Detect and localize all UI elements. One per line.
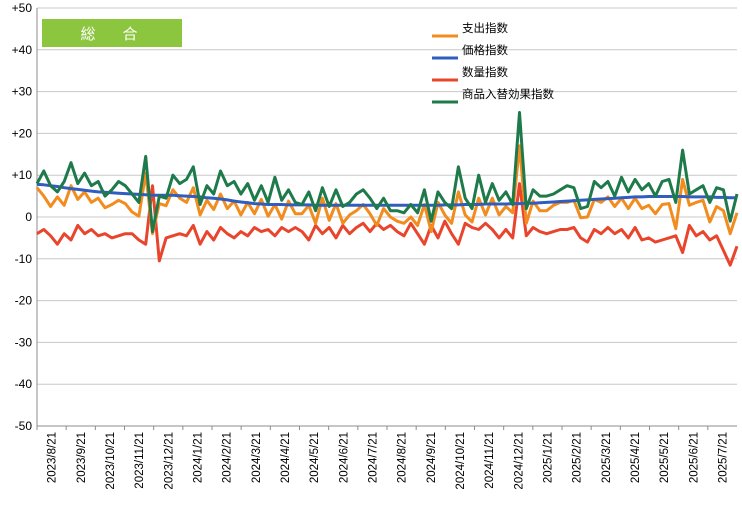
legend-label: 価格指数 (462, 43, 508, 57)
x-tick-label: 2024/12/21 (513, 432, 525, 490)
x-tick-label: 2023/11/21 (134, 432, 146, 489)
legend-label: 商品入替効果指数 (462, 87, 554, 101)
x-tick-label: 2025/4/21 (630, 432, 642, 483)
x-tick-label: 2025/2/21 (572, 432, 584, 483)
y-tick-label: +50 (12, 1, 33, 15)
x-tick-label: 2023/10/21 (105, 432, 117, 490)
x-tick-label: 2025/7/21 (717, 432, 729, 483)
legend-label: 支出指数 (462, 21, 508, 35)
x-tick-label: 2023/12/21 (163, 432, 175, 490)
y-tick-label: +10 (12, 168, 33, 182)
series-lines (35, 111, 739, 267)
badge-label: 総 合 (80, 26, 143, 43)
x-axis: 2023/8/21 2023/9/21 2023/10/21 2023/11/21 20… (36, 425, 737, 490)
x-tick-label: 2024/9/21 (426, 432, 438, 483)
x-tick-label: 2025/6/21 (688, 432, 700, 483)
y-tick-label: -20 (15, 294, 33, 308)
x-tick-label: 2024/6/21 (338, 432, 350, 483)
x-tick-label: 2024/4/21 (280, 432, 292, 483)
series-line-2 (36, 182, 739, 267)
y-tick-label: -50 (15, 419, 33, 433)
x-tick-label: 2025/3/21 (601, 432, 613, 483)
x-tick-label: 2025/1/21 (542, 432, 554, 483)
x-tick-label: 2024/1/21 (192, 432, 204, 483)
y-tick-label: 0 (25, 210, 32, 224)
x-tick-label: 2024/8/21 (397, 432, 409, 483)
series-line-3 (35, 111, 739, 234)
x-tick-label: 2024/3/21 (251, 432, 263, 483)
x-tick-label: 2023/8/21 (47, 432, 59, 483)
y-axis: +50 +40 +30 +20 +10 0 -10 -20 -30 -40 -50 (12, 1, 38, 433)
y-tick-label: -30 (15, 335, 33, 349)
y-tick-label: +40 (12, 43, 33, 57)
x-tick-label: 2023/9/21 (76, 432, 88, 483)
badge-background (42, 19, 182, 47)
x-tick-label: 2024/2/21 (222, 432, 234, 483)
x-tick-label: 2024/10/21 (455, 432, 467, 490)
x-tick-label: 2025/5/21 (659, 432, 671, 483)
legend-label: 数量指数 (462, 65, 508, 79)
x-tick-label: 2024/7/21 (367, 432, 379, 483)
y-tick-label: -40 (15, 377, 33, 391)
y-tick-label: -10 (15, 252, 33, 266)
x-tick-label: 2024/5/21 (309, 432, 321, 483)
chart-badge: 総 合 (42, 19, 182, 47)
gridlines (37, 7, 737, 427)
y-tick-label: +20 (12, 126, 33, 140)
y-tick-label: +30 (12, 85, 33, 99)
x-tick-label: 2024/11/21 (484, 432, 496, 489)
